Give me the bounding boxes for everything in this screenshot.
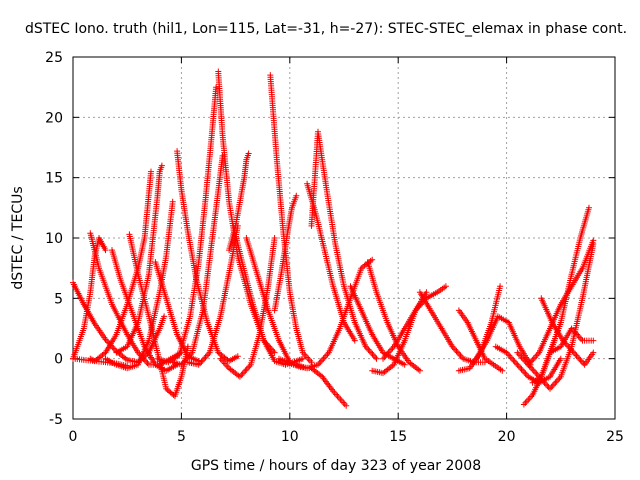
series-25 xyxy=(304,180,358,344)
series-9-markers xyxy=(113,162,165,356)
series-8 xyxy=(126,231,191,400)
x-tick-labels: 0 5 10 15 20 25 xyxy=(69,429,624,445)
y-tick-label: 5 xyxy=(54,291,63,307)
series-39 xyxy=(538,295,597,368)
x-tick-label: 25 xyxy=(606,429,624,445)
series-19 xyxy=(243,235,293,366)
x-tick-label: 10 xyxy=(281,429,299,445)
series-32 xyxy=(455,307,506,374)
series-5 xyxy=(87,168,154,365)
series-29 xyxy=(380,283,449,362)
series-13 xyxy=(169,152,226,368)
series-29-markers xyxy=(380,283,449,362)
series-32-markers xyxy=(455,307,506,374)
x-axis-label: GPS time / hours of day 323 of year 2008 xyxy=(191,458,481,474)
series-19-markers xyxy=(243,235,293,366)
series-40 xyxy=(547,325,597,356)
series-9 xyxy=(113,162,165,356)
series-18 xyxy=(230,222,306,368)
series-6 xyxy=(102,198,176,372)
series-18-markers xyxy=(230,222,306,368)
series-25-markers xyxy=(304,180,358,344)
series-33 xyxy=(473,313,534,368)
series-24-markers xyxy=(308,128,380,362)
y-tick-label: -5 xyxy=(49,412,63,428)
x-tick-label: 20 xyxy=(498,429,516,445)
series-21-markers xyxy=(271,192,300,314)
y-axis-label: dSTEC / TECUs xyxy=(10,186,26,289)
x-tick-label: 0 xyxy=(69,429,78,445)
chart-title: dSTEC Iono. truth (hil1, Lon=115, Lat=-3… xyxy=(25,21,627,37)
series-39-markers xyxy=(538,295,597,368)
x-tick-label: 15 xyxy=(389,429,407,445)
series-8-markers xyxy=(126,231,191,400)
x-tick-label: 5 xyxy=(177,429,186,445)
y-tick-label: 20 xyxy=(45,110,63,126)
data-points xyxy=(70,68,597,409)
series-13-markers xyxy=(169,152,226,368)
series-40-markers xyxy=(547,325,597,356)
series-11-markers xyxy=(154,84,220,366)
series-11 xyxy=(154,84,220,366)
y-tick-label: 0 xyxy=(54,352,63,368)
y-tick-label: 25 xyxy=(45,50,63,66)
y-tick-labels: -5 0 5 10 15 20 25 xyxy=(45,50,63,428)
series-6-markers xyxy=(102,198,176,372)
series-21 xyxy=(271,192,300,314)
y-tick-label: 10 xyxy=(45,231,63,247)
series-5-markers xyxy=(87,168,154,365)
series-24 xyxy=(308,128,380,362)
series-33-markers xyxy=(473,313,534,368)
y-tick-label: 15 xyxy=(45,171,63,187)
